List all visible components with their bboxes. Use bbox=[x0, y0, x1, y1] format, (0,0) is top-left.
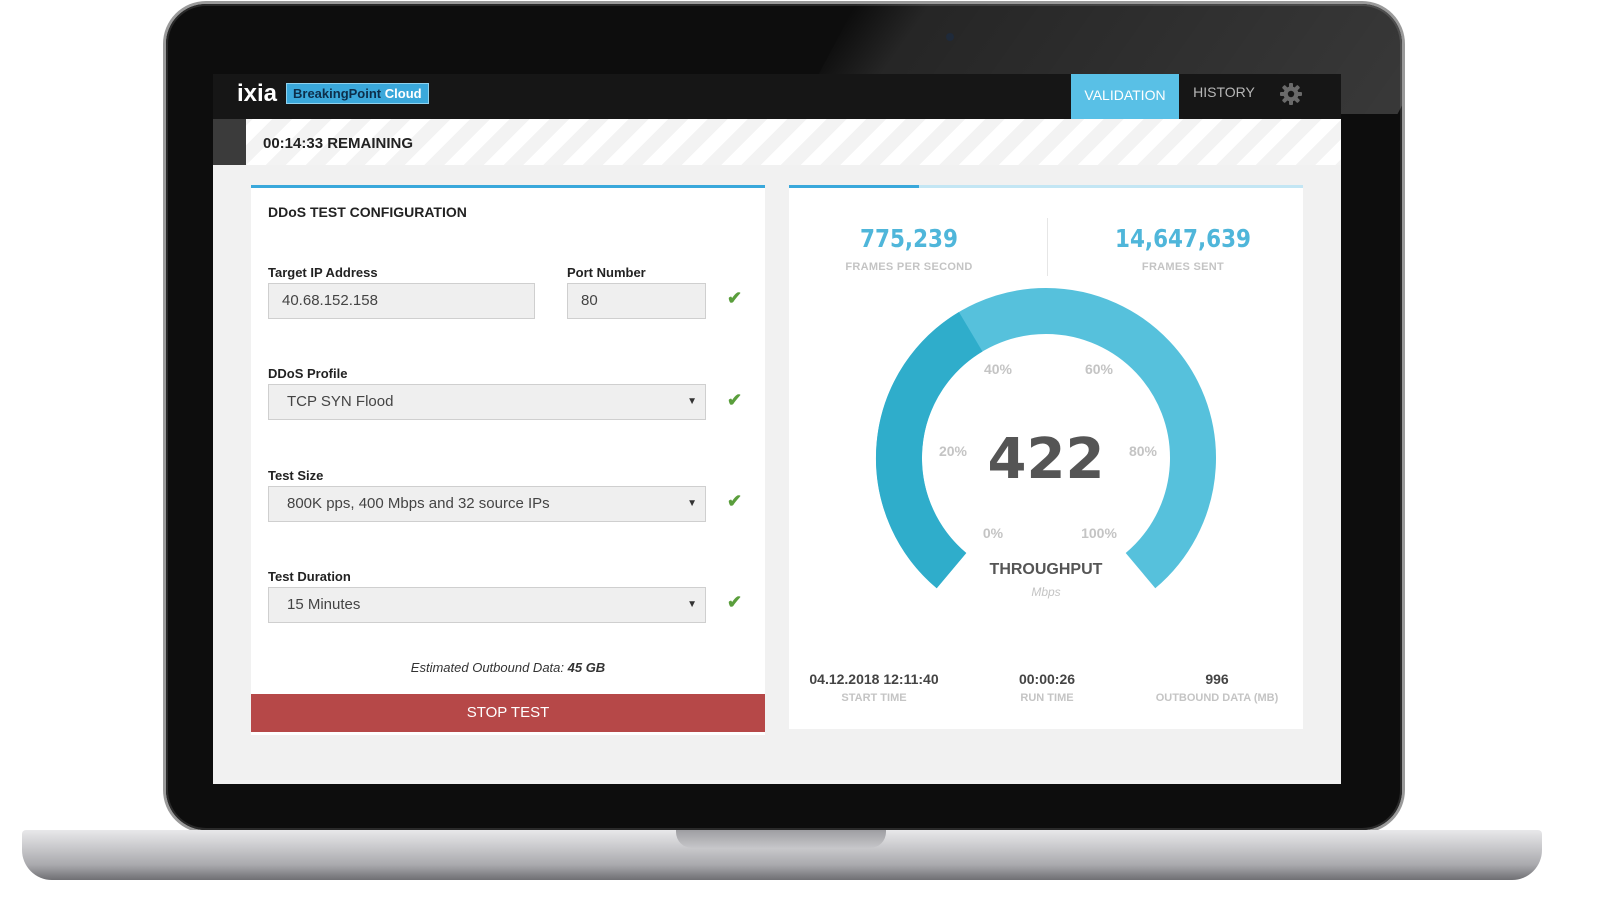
estimate-label: Estimated Outbound Data: bbox=[410, 660, 564, 675]
start-time-value: 04.12.2018 12:11:40 bbox=[809, 671, 939, 687]
gauge-tick-label: 40% bbox=[984, 361, 1013, 377]
status-accent bbox=[213, 119, 246, 165]
gauge-title: THROUGHPUT bbox=[990, 561, 1103, 578]
time-remaining: 00:14:33 REMAINING bbox=[263, 135, 414, 152]
test-size-label: Test Size bbox=[268, 468, 324, 483]
tab-history[interactable]: HISTORY bbox=[1193, 84, 1255, 100]
frames-per-second-value: 775,239 bbox=[860, 224, 958, 253]
target-ip-label: Target IP Address bbox=[268, 265, 378, 280]
gauge-fill bbox=[875, 311, 983, 589]
gear-icon[interactable] bbox=[1279, 82, 1303, 106]
top-navigation-bar: ixia BreakingPoint Cloud VALIDATION HIST… bbox=[213, 74, 1341, 119]
estimated-outbound-data: Estimated Outbound Data: 45 GB bbox=[251, 660, 765, 675]
port-number-label: Port Number bbox=[567, 265, 646, 280]
gauge-tick-label: 80% bbox=[1129, 443, 1158, 459]
checkmark-icon: ✔ bbox=[727, 288, 743, 308]
stats-panel: 775,239 FRAMES PER SECOND 14,647,639 FRA… bbox=[789, 185, 1303, 729]
config-panel: DDoS TEST CONFIGURATION Target IP Addres… bbox=[251, 185, 765, 735]
tab-validation[interactable]: VALIDATION bbox=[1071, 74, 1179, 119]
frames-per-second-label: FRAMES PER SECOND bbox=[845, 261, 973, 273]
product-name: BreakingPoint bbox=[293, 86, 382, 101]
run-time-value: 00:00:26 bbox=[1018, 671, 1076, 687]
test-size-select[interactable]: 800K pps, 400 Mbps and 32 source IPs ▼ bbox=[268, 486, 706, 522]
gauge-tick-label: 0% bbox=[983, 525, 1004, 541]
test-duration-label: Test Duration bbox=[268, 569, 351, 584]
stats-divider bbox=[1047, 218, 1048, 276]
stats-accent-line bbox=[789, 185, 919, 188]
throughput-gauge: 0% 20% 40% 60% 80% 100% 422 THROUGHPUT M… bbox=[875, 288, 1216, 599]
gauge-tick-label: 20% bbox=[939, 443, 968, 459]
frames-sent-label: FRAMES SENT bbox=[1141, 261, 1225, 273]
product-suffix: Cloud bbox=[384, 86, 422, 101]
test-size-value: 800K pps, 400 Mbps and 32 source IPs bbox=[287, 495, 550, 512]
run-time-label: RUN TIME bbox=[1020, 692, 1074, 704]
config-title: DDoS TEST CONFIGURATION bbox=[268, 204, 467, 220]
gauge-tick-label: 60% bbox=[1085, 361, 1114, 377]
test-duration-select[interactable]: 15 Minutes ▼ bbox=[268, 587, 706, 623]
product-badge: BreakingPoint Cloud bbox=[286, 83, 429, 104]
app-screen: ixia BreakingPoint Cloud VALIDATION HIST… bbox=[213, 74, 1341, 784]
ddos-profile-label: DDoS Profile bbox=[268, 366, 348, 381]
ddos-profile-select[interactable]: TCP SYN Flood ▼ bbox=[268, 384, 706, 420]
target-ip-input[interactable]: 40.68.152.158 bbox=[268, 283, 535, 319]
start-time-label: START TIME bbox=[841, 692, 907, 704]
webcam bbox=[946, 33, 954, 41]
stop-test-button[interactable]: STOP TEST bbox=[251, 694, 765, 732]
chevron-down-icon: ▼ bbox=[687, 599, 697, 610]
ddos-profile-value: TCP SYN Flood bbox=[287, 393, 394, 410]
outbound-data-label: OUTBOUND DATA (MB) bbox=[1155, 692, 1279, 704]
checkmark-icon: ✔ bbox=[727, 390, 743, 410]
outbound-data-value: 996 bbox=[1205, 671, 1229, 687]
gauge-value: 422 bbox=[988, 427, 1105, 492]
main-content: DDoS TEST CONFIGURATION Target IP Addres… bbox=[213, 165, 1341, 784]
laptop-notch bbox=[676, 830, 886, 848]
chevron-down-icon: ▼ bbox=[687, 396, 697, 407]
chevron-down-icon: ▼ bbox=[687, 498, 697, 509]
port-number-input[interactable]: 80 bbox=[567, 283, 706, 319]
checkmark-icon: ✔ bbox=[727, 491, 743, 511]
estimate-value: 45 GB bbox=[567, 660, 606, 675]
frames-sent-value: 14,647,639 bbox=[1114, 224, 1252, 253]
gauge-tick-label: 100% bbox=[1081, 525, 1117, 541]
status-bar: 00:14:33 REMAINING bbox=[213, 119, 1341, 165]
test-duration-value: 15 Minutes bbox=[287, 596, 361, 613]
gauge-unit: Mbps bbox=[1031, 585, 1060, 599]
ixia-logo[interactable]: ixia bbox=[237, 80, 278, 107]
checkmark-icon: ✔ bbox=[727, 592, 743, 612]
